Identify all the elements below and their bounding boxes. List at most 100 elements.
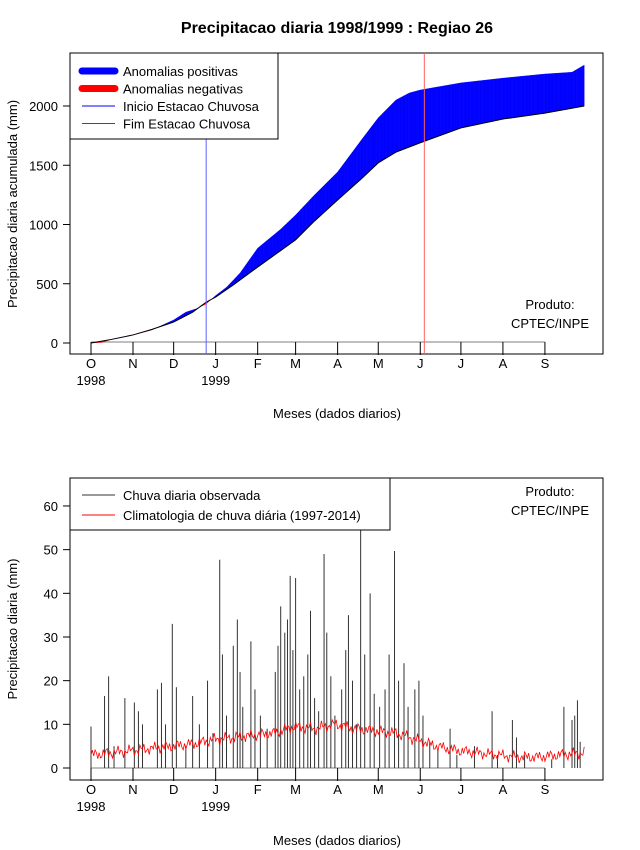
positive-anomaly-area <box>246 260 249 276</box>
positive-anomaly-area <box>436 86 439 138</box>
positive-anomaly-area <box>555 72 558 112</box>
positive-anomaly-area <box>337 169 340 201</box>
positive-anomaly-area <box>517 76 520 118</box>
positive-anomaly-area <box>430 87 433 140</box>
positive-anomaly-area <box>262 242 265 264</box>
legend-label: Inicio Estacao Chuvosa <box>123 99 260 114</box>
x-tick-label: J <box>458 356 465 371</box>
positive-anomaly-area <box>523 75 525 117</box>
positive-anomaly-area <box>413 91 416 146</box>
y-tick-label: 500 <box>36 277 58 292</box>
x-tick-label: J <box>417 356 424 371</box>
y-tick-label: 10 <box>44 717 58 732</box>
positive-anomaly-area <box>418 89 421 144</box>
positive-anomaly-area <box>472 81 475 126</box>
positive-anomaly-area <box>459 82 462 129</box>
positive-anomaly-area <box>516 76 519 118</box>
top-ylabel: Precipitacao diaria acumulada (mm) <box>5 100 20 308</box>
positive-anomaly-area <box>346 156 349 192</box>
positive-anomaly-area <box>540 74 543 114</box>
x-tick-label: J <box>212 356 219 371</box>
positive-anomaly-area <box>417 90 420 145</box>
positive-anomaly-area <box>509 77 512 119</box>
positive-anomaly-area <box>546 73 548 114</box>
positive-anomaly-area <box>579 66 582 107</box>
positive-anomaly-area <box>497 78 500 121</box>
positive-anomaly-area <box>364 133 367 177</box>
positive-anomaly-area <box>291 217 294 244</box>
positive-anomaly-area <box>498 78 501 121</box>
positive-anomaly-area <box>338 167 341 200</box>
positive-anomaly-area <box>344 160 346 195</box>
positive-anomaly-area <box>321 186 323 216</box>
positive-anomaly-area <box>280 227 283 251</box>
x-tick-label: M <box>290 782 301 797</box>
positive-anomaly-area <box>574 69 577 108</box>
positive-anomaly-area <box>310 197 313 226</box>
positive-anomaly-area <box>285 222 288 248</box>
positive-anomaly-area <box>373 120 376 168</box>
positive-anomaly-area <box>458 82 460 130</box>
positive-anomaly-area <box>500 78 502 120</box>
positive-anomaly-area <box>520 76 523 117</box>
x-tick-label: O <box>86 782 96 797</box>
positive-anomaly-area <box>353 147 356 186</box>
positive-anomaly-area <box>283 224 285 250</box>
positive-anomaly-area <box>543 73 546 114</box>
positive-anomaly-area <box>245 262 248 277</box>
positive-anomaly-area <box>466 81 468 128</box>
x-tick-label: A <box>333 356 342 371</box>
positive-anomaly-area <box>551 73 554 113</box>
positive-anomaly-area <box>376 117 379 165</box>
positive-anomaly-area <box>299 208 302 237</box>
positive-anomaly-area <box>524 75 527 117</box>
positive-anomaly-area <box>333 174 336 205</box>
positive-anomaly-area <box>296 211 299 240</box>
positive-anomaly-area <box>554 73 556 112</box>
positive-anomaly-area <box>432 87 435 139</box>
positive-anomaly-area <box>371 124 374 170</box>
positive-anomaly-area <box>487 79 490 123</box>
positive-anomaly-area <box>544 73 547 114</box>
year-label: 1998 <box>77 373 106 388</box>
positive-anomaly-area <box>578 67 581 108</box>
positive-anomaly-area <box>306 201 308 230</box>
positive-anomaly-area <box>341 164 344 197</box>
climatology-cumulative-line <box>90 105 585 344</box>
positive-anomaly-area <box>464 82 467 128</box>
positive-anomaly-area <box>471 81 474 126</box>
positive-anomaly-area <box>300 207 303 235</box>
positive-anomaly-area <box>272 234 275 257</box>
x-tick-label: J <box>212 782 219 797</box>
positive-anomaly-area <box>317 190 319 219</box>
positive-anomaly-area <box>369 126 372 172</box>
year-label: 1999 <box>201 799 230 814</box>
x-tick-label: A <box>333 782 342 797</box>
positive-anomaly-area <box>395 99 398 153</box>
positive-anomaly-area <box>384 109 387 160</box>
positive-anomaly-area <box>356 144 359 184</box>
positive-anomaly-area <box>445 85 448 134</box>
positive-anomaly-area <box>334 172 337 203</box>
positive-anomaly-area <box>565 72 567 110</box>
positive-anomaly-area <box>475 80 478 126</box>
positive-anomaly-area <box>355 145 357 185</box>
positive-anomaly-area <box>467 81 470 127</box>
positive-anomaly-area <box>273 233 276 256</box>
positive-anomaly-area <box>433 87 436 139</box>
positive-anomaly-area <box>521 75 524 117</box>
positive-anomaly-area <box>439 86 441 137</box>
positive-anomaly-area <box>573 70 575 109</box>
positive-anomaly-area <box>560 72 563 111</box>
positive-anomaly-area <box>392 100 395 155</box>
positive-anomaly-area <box>380 113 383 162</box>
positive-anomaly-area <box>360 138 363 180</box>
positive-anomaly-area <box>448 84 451 133</box>
positive-anomaly-area <box>428 88 430 141</box>
legend-label: Climatologia de chuva diária (1997-2014) <box>123 508 361 523</box>
positive-anomaly-area <box>279 228 281 252</box>
positive-anomaly-area <box>447 84 449 134</box>
positive-anomaly-area <box>409 92 411 148</box>
positive-anomaly-area <box>421 89 424 143</box>
positive-anomaly-area <box>303 204 306 233</box>
